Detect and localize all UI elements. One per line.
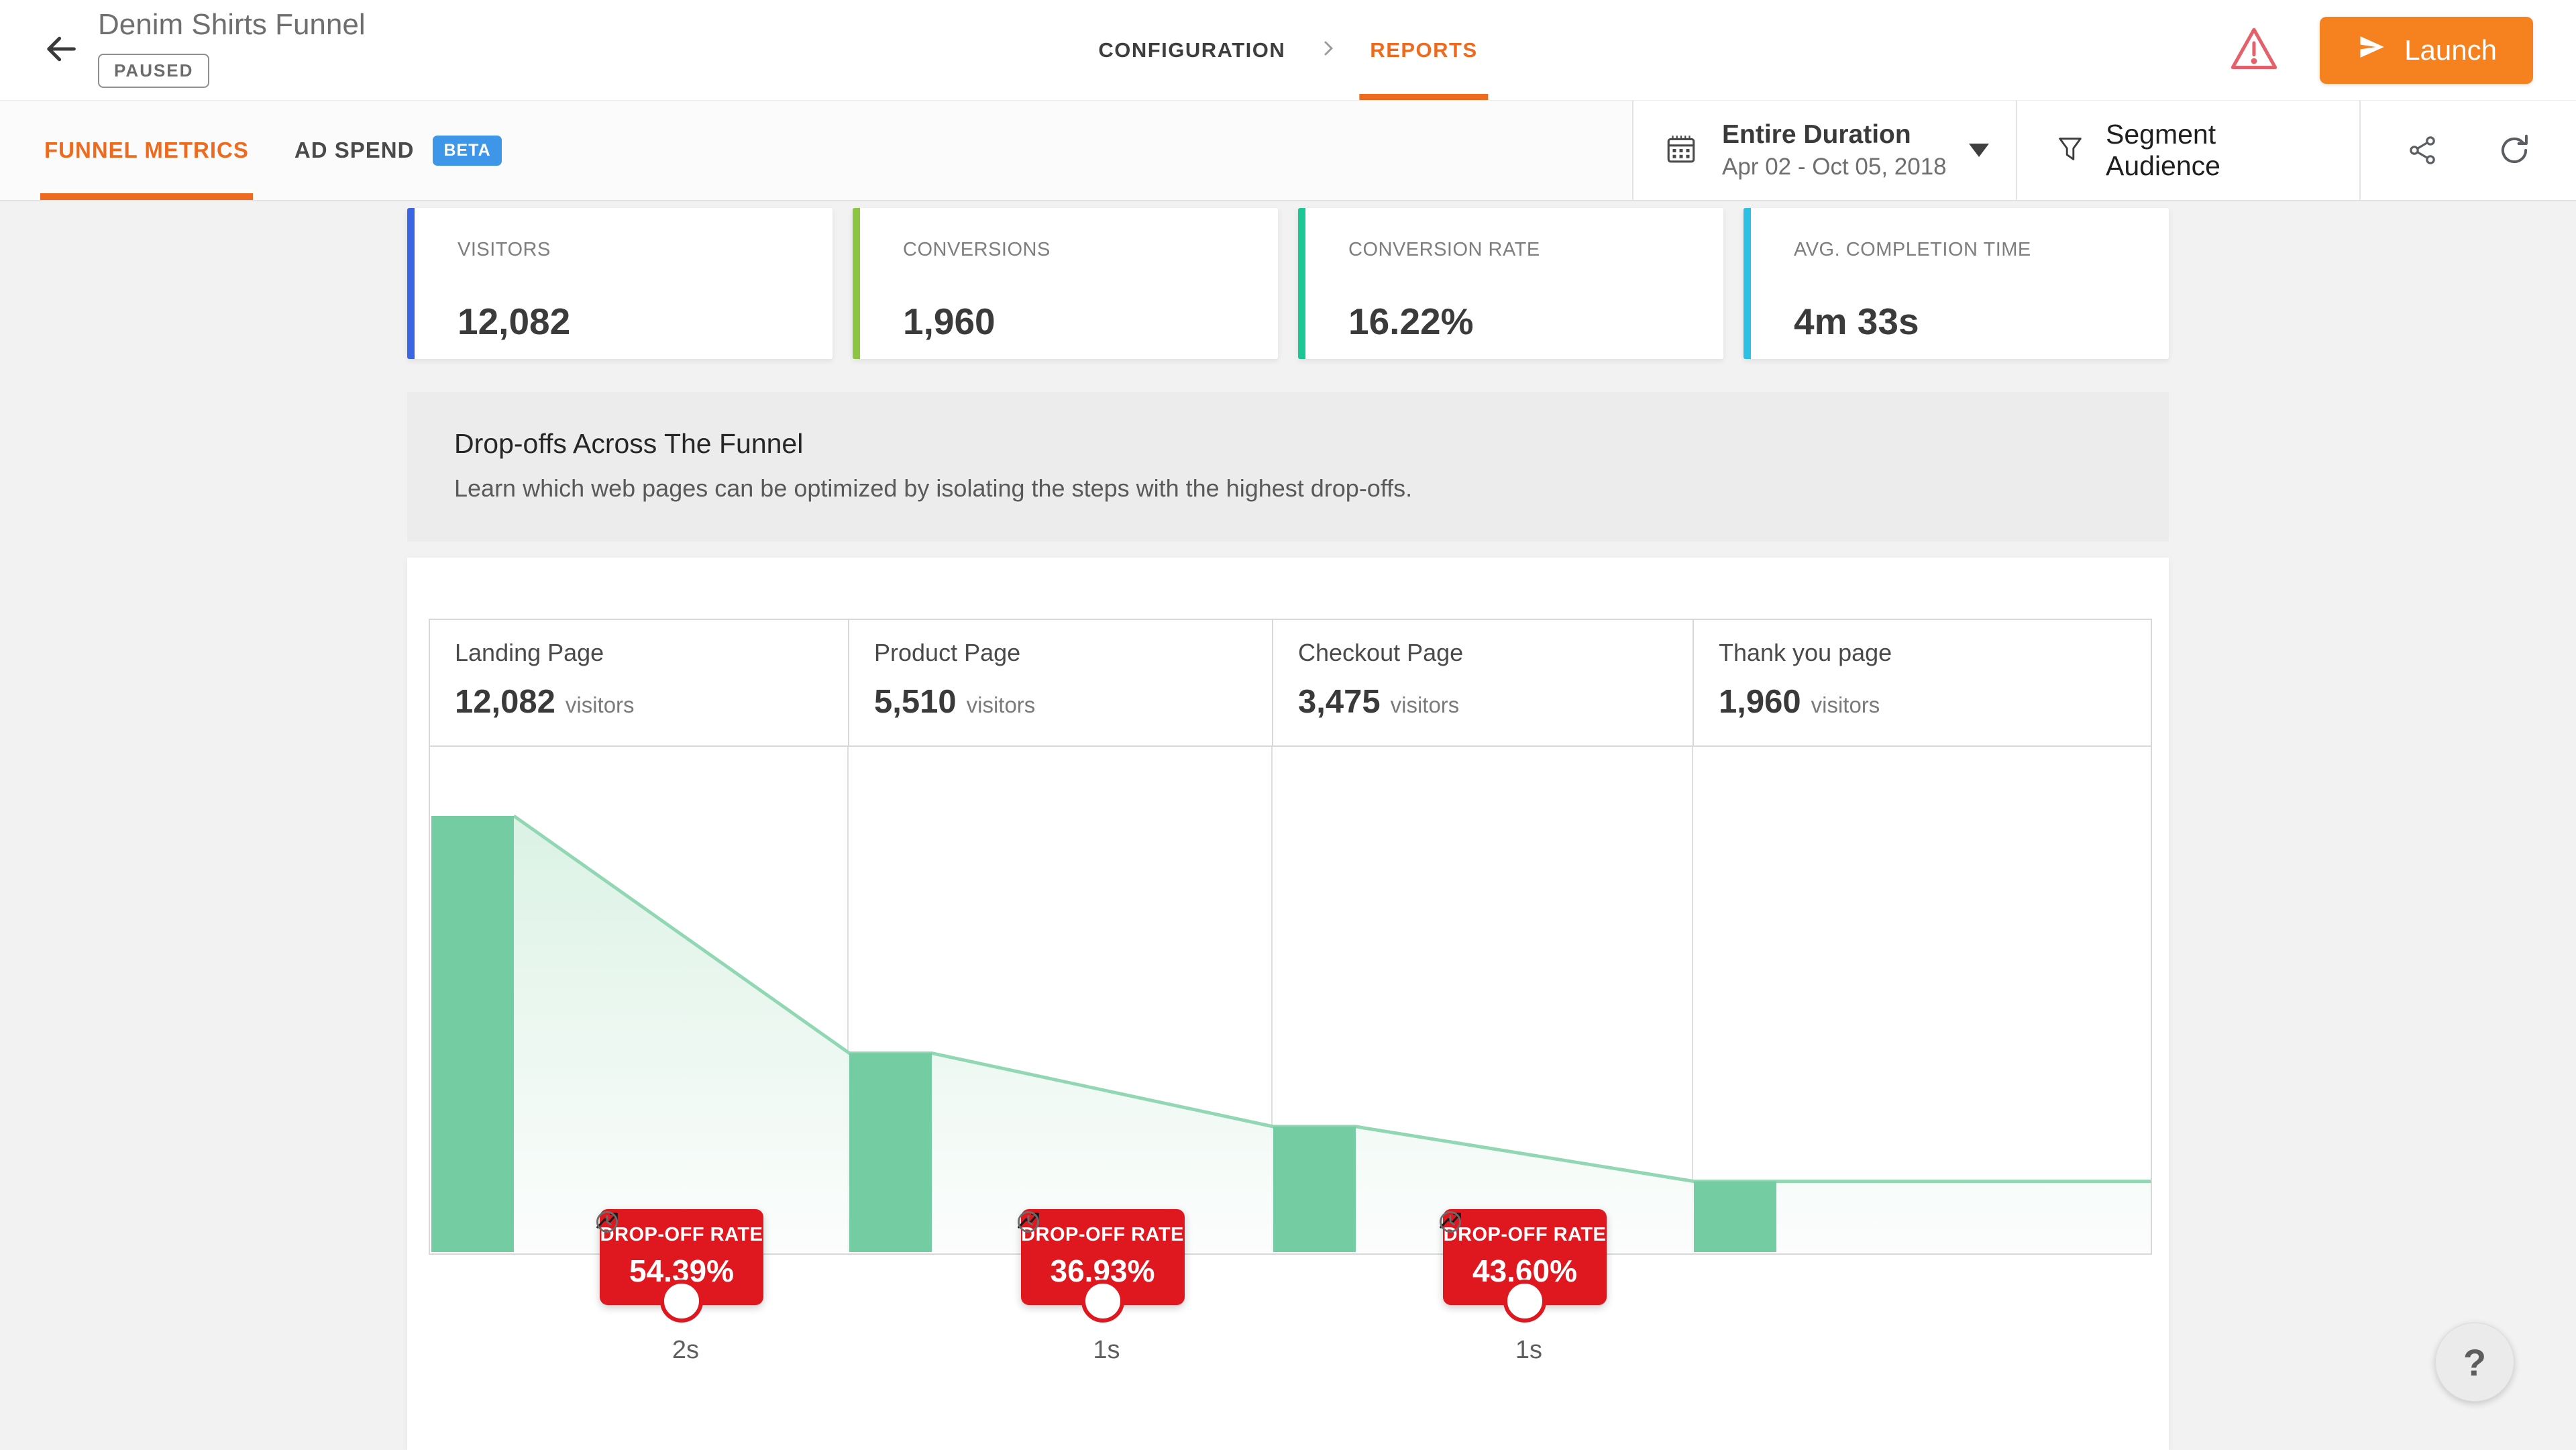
segment-audience-button[interactable]: Segment Audience (2016, 101, 2359, 200)
dropoffs-banner: Drop-offs Across The Funnel Learn which … (407, 392, 2169, 541)
help-button[interactable]: ? (2435, 1323, 2514, 1402)
metric-value: 1,960 (903, 300, 996, 343)
stage-name: Product Page (874, 639, 1272, 667)
stage-count: 3,475 (1298, 683, 1381, 721)
metric-card-avg-completion-time: AVG. COMPLETION TIME 4m 33s (1743, 208, 2169, 359)
caret-down-icon (1969, 144, 1989, 157)
funnel-stage-headers: Landing Page 12,082 visitors Product Page… (430, 620, 2151, 747)
nav-configuration[interactable]: CONFIGURATION (1098, 0, 1285, 100)
funnel-svg (430, 747, 2151, 1252)
date-range-text: Entire Duration Apr 02 - Oct 05, 2018 (1722, 120, 1947, 180)
banner-subtitle: Learn which web pages can be optimized b… (454, 474, 2169, 503)
question-mark-icon: ? (2463, 1341, 2486, 1384)
dropoff-time-value: 1s (1093, 1336, 1120, 1365)
report-tabs: FUNNEL METRICS AD SPEND BETA (44, 101, 502, 200)
back-button[interactable] (39, 28, 83, 72)
beta-badge: BETA (433, 136, 501, 166)
trending-up-icon[interactable] (1503, 1280, 1546, 1323)
dropoff-time: 2s (664, 1336, 699, 1365)
metric-value: 4m 33s (1794, 300, 1919, 343)
funnel-table: Landing Page 12,082 visitors Product Page… (429, 619, 2152, 1255)
stage-unit: visitors (1391, 692, 1460, 718)
dropoff-time: 1s (1085, 1336, 1120, 1365)
nav-reports[interactable]: REPORTS (1370, 0, 1477, 100)
stage-unit: visitors (967, 692, 1036, 718)
dropoff-label: DROP-OFF RATE (1443, 1224, 1607, 1246)
metric-card-conversion-rate: CONVERSION RATE 16.22% (1298, 208, 1723, 359)
dropoff-label: DROP-OFF RATE (1021, 1224, 1185, 1246)
launch-button[interactable]: Launch (2320, 17, 2533, 84)
tab-ad-spend[interactable]: AD SPEND BETA (294, 101, 502, 200)
metric-card-visitors: VISITORS 12,082 (407, 208, 833, 359)
metric-label: CONVERSIONS (903, 239, 1278, 261)
metric-card-conversions: CONVERSIONS 1,960 (853, 208, 1278, 359)
top-header: Denim Shirts Funnel PAUSED CONFIGURATION… (0, 0, 2576, 101)
dropoff-checkout-to-thankyou[interactable]: DROP-OFF RATE 43.60% 1s (1438, 1209, 1612, 1365)
dropoff-time-value: 1s (1515, 1336, 1542, 1365)
page-title: Denim Shirts Funnel (98, 7, 366, 43)
dropoff-time: 1s (1507, 1336, 1542, 1365)
dropoff-label: DROP-OFF RATE (600, 1224, 763, 1246)
trending-up-icon[interactable] (1081, 1280, 1124, 1323)
title-block: Denim Shirts Funnel PAUSED (98, 7, 366, 88)
filter-funnel-icon (2055, 134, 2086, 168)
report-toolbar: FUNNEL METRICS AD SPEND BETA Entire Dura… (0, 101, 2576, 201)
stage-count: 5,510 (874, 683, 957, 721)
arrow-left-icon (42, 30, 80, 72)
report-content: VISITORS 12,082 CONVERSIONS 1,960 CONVER… (0, 202, 2576, 1449)
stage-unit: visitors (1811, 692, 1880, 718)
segment-audience-label: Segment Audience (2106, 119, 2332, 182)
date-range-dates: Apr 02 - Oct 05, 2018 (1722, 154, 1947, 180)
tab-ad-spend-label: AD SPEND (294, 138, 415, 163)
funnel-bars-chart: DROP-OFF RATE 54.39% 2s DRO (430, 747, 2151, 1252)
date-range-label: Entire Duration (1722, 120, 1947, 150)
metric-label: VISITORS (458, 239, 833, 261)
metric-label: CONVERSION RATE (1348, 239, 1723, 261)
stage-name: Thank you page (1719, 639, 2151, 667)
breadcrumb: CONFIGURATION REPORTS (1098, 0, 1477, 100)
stage-header-thank-you-page: Thank you page 1,960 visitors (1694, 620, 2151, 745)
warning-icon[interactable] (2229, 24, 2279, 76)
tab-funnel-metrics[interactable]: FUNNEL METRICS (44, 101, 249, 200)
stage-name: Landing Page (455, 639, 848, 667)
chevron-right-icon (1316, 37, 1339, 63)
stage-unit: visitors (566, 692, 635, 718)
metric-label: AVG. COMPLETION TIME (1794, 239, 2169, 261)
metric-value: 12,082 (458, 300, 570, 343)
date-range-selector[interactable]: Entire Duration Apr 02 - Oct 05, 2018 (1632, 101, 2016, 200)
stage-count: 1,960 (1719, 683, 1801, 721)
toolbar-right: Entire Duration Apr 02 - Oct 05, 2018 Se… (1632, 101, 2576, 200)
funnel-chart-card: Landing Page 12,082 visitors Product Page… (407, 558, 2169, 1450)
refresh-icon[interactable] (2498, 134, 2531, 167)
metric-value: 16.22% (1348, 300, 1474, 343)
dropoff-product-to-checkout[interactable]: DROP-OFF RATE 36.93% 1s (1016, 1209, 1190, 1365)
stage-count: 12,082 (455, 683, 555, 721)
stage-header-landing-page: Landing Page 12,082 visitors (430, 620, 849, 745)
paper-plane-icon (2356, 32, 2387, 69)
launch-label: Launch (2404, 34, 2497, 66)
dropoff-landing-to-product[interactable]: DROP-OFF RATE 54.39% 2s (594, 1209, 769, 1365)
share-icon[interactable] (2406, 134, 2438, 166)
stage-header-product-page: Product Page 5,510 visitors (849, 620, 1273, 745)
dropoff-time-value: 2s (672, 1336, 699, 1365)
metric-cards-row: VISITORS 12,082 CONVERSIONS 1,960 CONVER… (407, 208, 2169, 359)
tab-funnel-metrics-label: FUNNEL METRICS (44, 138, 249, 163)
toolbar-icon-group (2359, 101, 2576, 200)
banner-title: Drop-offs Across The Funnel (454, 428, 2169, 460)
stage-header-checkout-page: Checkout Page 3,475 visitors (1273, 620, 1694, 745)
status-badge: PAUSED (98, 54, 209, 88)
stage-name: Checkout Page (1298, 639, 1693, 667)
header-actions: Launch (2229, 0, 2533, 100)
trending-up-icon[interactable] (660, 1280, 703, 1323)
calendar-icon (1664, 132, 1698, 169)
